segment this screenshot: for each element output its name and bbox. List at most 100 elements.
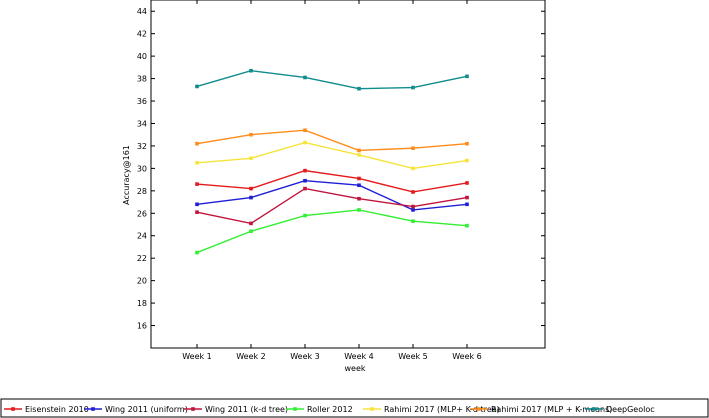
plot-frame — [150, 0, 546, 349]
data-point — [411, 208, 415, 212]
x-tick-label: Week 2 — [236, 352, 266, 361]
y-tick-label: 16 — [137, 322, 147, 331]
data-point — [411, 146, 415, 150]
data-point — [249, 68, 253, 73]
legend-item: Wing 2011 (k-d tree) — [184, 405, 288, 414]
data-point — [249, 229, 253, 234]
data-point — [303, 140, 307, 145]
y-tick-label: 42 — [137, 30, 147, 39]
data-point — [303, 128, 307, 133]
data-point — [303, 186, 307, 191]
y-tick-label: 24 — [137, 232, 147, 241]
legend-label: Wing 2011 (k-d tree) — [205, 405, 288, 414]
legend-swatch-marker — [370, 407, 374, 411]
series-line — [196, 209, 468, 254]
legend-swatch-marker — [293, 407, 297, 411]
series-line — [196, 169, 468, 193]
legend-swatch-marker — [91, 407, 95, 411]
series-6 — [195, 68, 469, 91]
data-point — [195, 160, 199, 165]
x-tick-label: Week 6 — [452, 352, 482, 361]
series-5 — [195, 128, 469, 153]
data-point — [357, 183, 361, 188]
legend-item: Wing 2011 (uniform) — [84, 405, 188, 414]
data-point — [357, 86, 361, 91]
legend-label: Rahimi 2017 (MLP + K-means) — [491, 405, 612, 414]
legend-swatch-marker — [11, 407, 15, 411]
data-point — [249, 186, 253, 191]
legend-item: Rahimi 2017 (MLP + K-means) — [470, 405, 612, 414]
legend-item: Rahimi 2017 (MLP+ K-d tree) — [363, 405, 500, 414]
data-point — [465, 195, 469, 200]
legend-label: Wing 2011 (uniform) — [105, 405, 188, 414]
y-axis-ticks: 16 18 20 22 24 26 28 30 32 34 36 38 40 42 44 — [137, 7, 545, 331]
y-tick-label: 40 — [137, 52, 147, 61]
data-point — [303, 213, 307, 218]
x-axis-ticks: Week 1 Week 2 Week 3 Week 4 Week 5 Week 6 — [182, 0, 482, 361]
y-tick-label: 20 — [137, 277, 147, 286]
y-tick-label: 34 — [137, 119, 147, 128]
data-point — [465, 158, 469, 163]
series-3 — [195, 208, 469, 255]
legend-item: Eisenstein 2010 — [4, 405, 89, 414]
series-layer — [195, 68, 469, 255]
data-point — [195, 182, 199, 186]
x-tick-label: Week 1 — [182, 352, 212, 361]
data-point — [195, 141, 199, 146]
data-point — [411, 166, 415, 171]
data-point — [195, 250, 199, 255]
data-point — [465, 141, 469, 146]
data-point — [411, 85, 415, 90]
series-line — [196, 129, 468, 152]
y-tick-label: 22 — [137, 254, 147, 263]
legend-item: Roller 2012 — [286, 405, 353, 414]
series-4 — [195, 140, 469, 171]
y-tick-label: 28 — [137, 187, 147, 196]
series-line — [196, 141, 468, 170]
data-point — [249, 195, 253, 200]
data-point — [357, 208, 361, 212]
data-point — [249, 156, 253, 161]
y-tick-label: 38 — [137, 75, 147, 84]
data-point — [411, 190, 415, 194]
series-2 — [195, 186, 469, 226]
y-tick-label: 32 — [137, 142, 147, 151]
legend: Eisenstein 2010 Wing 2011 (uniform) Wing 2… — [4, 405, 655, 414]
series-line — [196, 70, 468, 90]
legend-label: Roller 2012 — [307, 405, 353, 414]
y-tick-label: 30 — [137, 164, 147, 173]
legend-label: Rahimi 2017 (MLP+ K-d tree) — [384, 405, 500, 414]
data-point — [465, 202, 469, 207]
data-point — [411, 204, 415, 209]
series-0 — [195, 168, 469, 194]
series-1 — [195, 178, 469, 212]
data-point — [303, 178, 307, 183]
data-point — [249, 221, 253, 226]
x-axis-label: week — [344, 364, 365, 373]
legend-box — [0, 398, 709, 418]
y-tick-label: 36 — [137, 97, 147, 106]
data-point — [195, 210, 199, 214]
legend-item: DeepGeoloc — [585, 405, 655, 414]
series-line — [196, 187, 468, 225]
x-tick-label: Week 4 — [344, 352, 374, 361]
data-point — [303, 168, 307, 173]
y-tick-label: 26 — [137, 209, 147, 218]
y-tick-label: 44 — [137, 7, 147, 16]
x-tick-label: Week 5 — [398, 352, 428, 361]
series-line — [196, 180, 468, 211]
y-tick-label: 18 — [137, 299, 147, 308]
data-point — [303, 75, 307, 80]
legend-label: DeepGeoloc — [606, 405, 655, 414]
data-point — [195, 202, 199, 207]
data-point — [465, 223, 469, 228]
data-point — [357, 153, 361, 157]
legend-swatch-marker — [191, 407, 195, 411]
data-point — [357, 148, 361, 153]
data-point — [411, 219, 415, 223]
x-tick-label: Week 3 — [290, 352, 320, 361]
data-point — [357, 176, 361, 181]
legend-swatch-marker — [592, 407, 596, 411]
legend-label: Eisenstein 2010 — [25, 405, 89, 414]
